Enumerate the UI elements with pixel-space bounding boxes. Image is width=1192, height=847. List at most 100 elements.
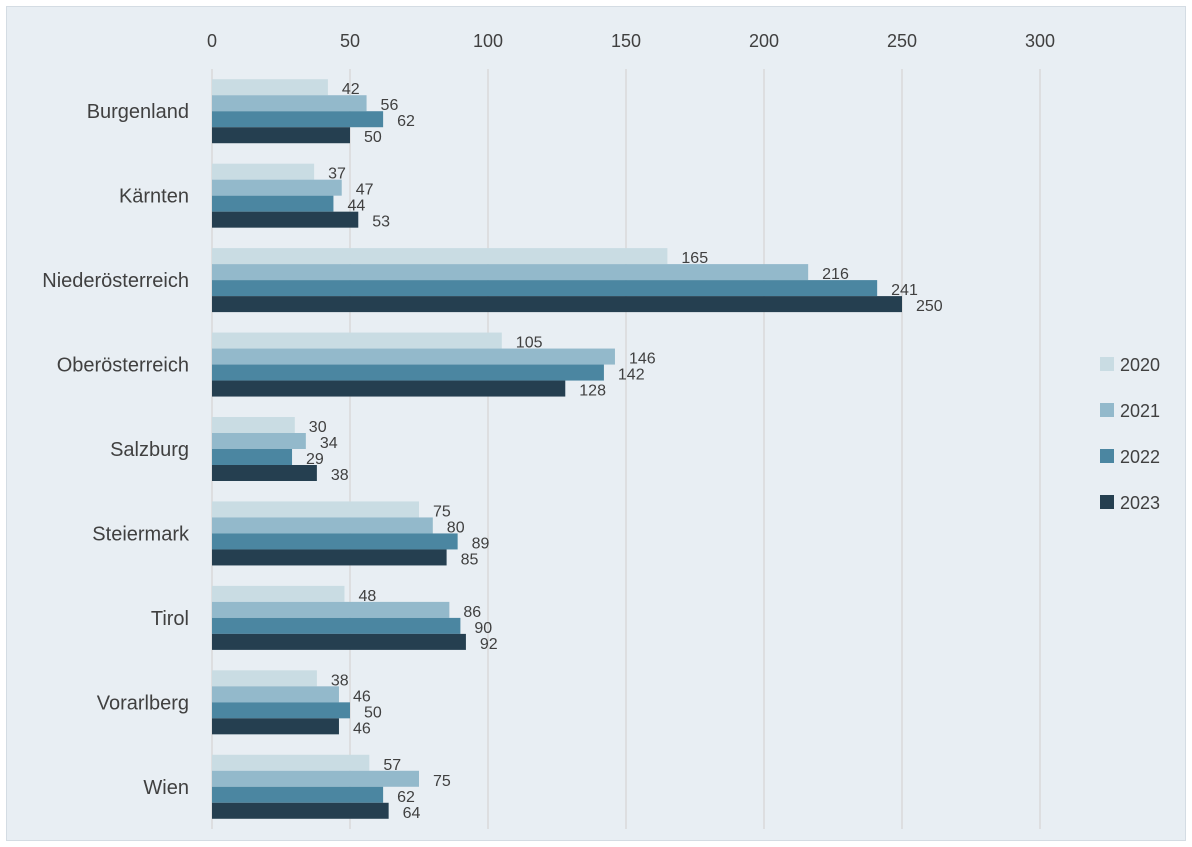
bar-2020-Salzburg	[212, 417, 295, 433]
data-label: 30	[309, 419, 327, 436]
x-tick-label: 200	[749, 31, 779, 51]
legend-swatch-2022	[1100, 449, 1114, 463]
data-label: 42	[342, 81, 360, 98]
x-tick-label: 50	[340, 31, 360, 51]
data-label: 48	[358, 588, 376, 605]
bar-2021-Kärnten	[212, 179, 342, 196]
bar-2021-Steiermark	[212, 517, 433, 534]
data-label: 64	[403, 805, 421, 822]
data-label: 92	[480, 636, 498, 653]
data-label: 50	[364, 704, 382, 721]
data-label: 53	[372, 214, 390, 231]
bar-2022-Wien	[212, 786, 384, 803]
data-label: 165	[681, 250, 708, 267]
data-label: 105	[516, 335, 543, 352]
bar-2022-Tirol	[212, 617, 461, 634]
data-label: 38	[331, 672, 349, 689]
data-label: 85	[461, 551, 479, 568]
data-label: 62	[397, 789, 415, 806]
x-tick-label: 100	[473, 31, 503, 51]
bar-2022-Vorarlberg	[212, 702, 350, 719]
bars	[212, 79, 902, 819]
data-label: 37	[328, 166, 346, 183]
bar-2022-Burgenland	[212, 111, 384, 128]
bar-2021-Salzburg	[212, 433, 306, 449]
grid-lines	[211, 69, 1041, 829]
category-label: Salzburg	[110, 439, 189, 461]
bar-2021-Vorarlberg	[212, 686, 339, 703]
legend-label-2021[interactable]: 2021	[1120, 401, 1160, 421]
data-label: 241	[891, 282, 918, 299]
data-label: 50	[364, 129, 382, 146]
data-label: 216	[822, 266, 849, 283]
bar-2023-Wien	[212, 802, 389, 819]
bar-2020-Burgenland	[212, 79, 328, 96]
x-tick-label: 150	[611, 31, 641, 51]
bar-2021-Burgenland	[212, 95, 367, 112]
bar-chart: 0 50 100 150 200 250 300 Burgenland Kärnten Nied…	[42, 31, 1160, 829]
bar-2023-Steiermark	[212, 549, 447, 566]
bar-2021-Oberösterreich	[212, 348, 615, 365]
bar-2020-Oberösterreich	[212, 332, 502, 349]
data-label: 146	[629, 351, 656, 368]
bar-2022-Steiermark	[212, 533, 458, 550]
bar-2023-Niederösterreich	[212, 296, 902, 313]
bar-2023-Salzburg	[212, 465, 317, 481]
category-labels: Burgenland Kärnten Niederösterreich Oberöst…	[42, 101, 190, 799]
category-label: Vorarlberg	[97, 692, 189, 714]
bar-2021-Tirol	[212, 601, 450, 618]
data-label: 75	[433, 773, 451, 790]
data-label: 46	[353, 688, 371, 705]
data-label: 75	[433, 503, 451, 520]
category-label: Burgenland	[87, 101, 189, 123]
data-label: 56	[381, 97, 399, 114]
chart-frame: 0 50 100 150 200 250 300 Burgenland Kärnten Nied…	[6, 6, 1186, 841]
bar-2022-Kärnten	[212, 195, 334, 212]
legend-swatch-2023	[1100, 495, 1114, 509]
x-tick-label: 300	[1025, 31, 1055, 51]
data-label: 46	[353, 720, 371, 737]
bar-2023-Oberösterreich	[212, 380, 566, 397]
data-labels: 4256625037474453165216241250105146142128…	[306, 81, 943, 822]
bar-2022-Salzburg	[212, 449, 293, 465]
data-label: 44	[347, 198, 365, 215]
data-label: 47	[356, 182, 374, 199]
bar-2020-Vorarlberg	[212, 670, 317, 687]
bar-2023-Vorarlberg	[212, 718, 339, 735]
data-label: 80	[447, 519, 465, 536]
legend-label-2022[interactable]: 2022	[1120, 447, 1160, 467]
category-label: Oberösterreich	[57, 355, 189, 377]
category-label: Tirol	[151, 608, 189, 630]
category-label: Wien	[143, 777, 189, 799]
data-label: 86	[463, 604, 481, 621]
bar-2021-Wien	[212, 770, 419, 787]
data-label: 142	[618, 367, 645, 384]
x-axis-ticks: 0 50 100 150 200 250 300	[207, 31, 1055, 51]
bar-2020-Steiermark	[212, 501, 419, 518]
legend[interactable]: 2020 2021 2022 2023	[1100, 355, 1160, 513]
data-label: 128	[579, 383, 606, 400]
category-label: Kärnten	[119, 186, 189, 208]
bar-2023-Tirol	[212, 633, 466, 650]
bar-2022-Oberösterreich	[212, 364, 604, 381]
bar-2021-Niederösterreich	[212, 264, 809, 281]
data-label: 57	[383, 757, 401, 774]
bar-2023-Kärnten	[212, 211, 359, 228]
x-tick-label: 0	[207, 31, 217, 51]
legend-label-2020[interactable]: 2020	[1120, 355, 1160, 375]
data-label: 38	[331, 467, 349, 484]
data-label: 34	[320, 435, 338, 452]
data-label: 90	[474, 620, 492, 637]
bar-2020-Kärnten	[212, 163, 315, 180]
data-label: 89	[472, 535, 490, 552]
bar-2020-Wien	[212, 754, 370, 771]
bar-2020-Niederösterreich	[212, 248, 668, 265]
bar-2022-Niederösterreich	[212, 280, 878, 297]
legend-swatch-2020	[1100, 357, 1114, 371]
data-label: 62	[397, 113, 415, 130]
category-label: Niederösterreich	[42, 270, 189, 292]
bar-2023-Burgenland	[212, 127, 350, 144]
legend-label-2023[interactable]: 2023	[1120, 493, 1160, 513]
bar-2020-Tirol	[212, 585, 345, 602]
legend-swatch-2021	[1100, 403, 1114, 417]
